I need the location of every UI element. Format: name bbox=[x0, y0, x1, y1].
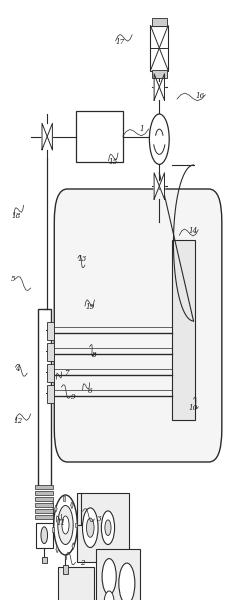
Polygon shape bbox=[154, 173, 159, 199]
Circle shape bbox=[119, 563, 135, 600]
Bar bbox=[72, 542, 75, 550]
Circle shape bbox=[149, 114, 169, 164]
Circle shape bbox=[101, 511, 114, 545]
Bar bbox=[76, 111, 123, 162]
Circle shape bbox=[41, 527, 48, 544]
Bar bbox=[35, 485, 53, 489]
Text: 11: 11 bbox=[57, 519, 66, 527]
Text: 13: 13 bbox=[78, 255, 87, 263]
Text: 8: 8 bbox=[92, 351, 97, 359]
Text: 1: 1 bbox=[139, 125, 144, 133]
Bar bbox=[63, 565, 68, 574]
Circle shape bbox=[54, 495, 77, 555]
Bar bbox=[47, 322, 54, 340]
Bar bbox=[152, 70, 167, 77]
Text: 5: 5 bbox=[11, 275, 15, 283]
Text: 2: 2 bbox=[80, 559, 85, 567]
Bar bbox=[47, 343, 54, 361]
Bar bbox=[36, 523, 53, 548]
Text: 14: 14 bbox=[189, 227, 198, 235]
Bar bbox=[35, 497, 53, 501]
Bar bbox=[75, 523, 77, 527]
Text: 16: 16 bbox=[196, 92, 205, 100]
Text: 3: 3 bbox=[97, 515, 101, 523]
Bar bbox=[47, 385, 54, 403]
Polygon shape bbox=[154, 74, 159, 100]
Circle shape bbox=[104, 591, 114, 600]
Text: 15: 15 bbox=[109, 158, 118, 166]
Bar bbox=[35, 503, 53, 507]
Text: 18: 18 bbox=[11, 212, 21, 220]
Polygon shape bbox=[42, 124, 47, 150]
Text: 7: 7 bbox=[64, 369, 68, 377]
Text: 6: 6 bbox=[87, 387, 92, 395]
Bar bbox=[52, 527, 54, 532]
Bar bbox=[55, 505, 57, 512]
Bar bbox=[151, 25, 168, 70]
Bar bbox=[35, 515, 53, 519]
Bar bbox=[42, 557, 47, 563]
Polygon shape bbox=[159, 74, 164, 100]
Bar bbox=[96, 549, 140, 600]
Bar bbox=[152, 18, 167, 25]
Text: 10: 10 bbox=[189, 404, 198, 412]
Text: 9: 9 bbox=[71, 393, 76, 401]
Bar bbox=[35, 491, 53, 495]
Bar bbox=[56, 546, 59, 553]
Polygon shape bbox=[159, 173, 164, 199]
Bar bbox=[172, 240, 195, 420]
Text: 17: 17 bbox=[116, 38, 125, 46]
Bar bbox=[35, 509, 53, 513]
Bar bbox=[77, 493, 129, 562]
Circle shape bbox=[86, 518, 94, 538]
Bar bbox=[38, 309, 51, 486]
Circle shape bbox=[62, 516, 69, 534]
Text: 19: 19 bbox=[85, 303, 94, 311]
Polygon shape bbox=[47, 124, 52, 150]
Circle shape bbox=[105, 520, 111, 535]
Bar bbox=[64, 554, 67, 559]
Bar bbox=[58, 567, 94, 600]
FancyBboxPatch shape bbox=[54, 189, 222, 462]
Circle shape bbox=[82, 508, 98, 547]
Text: 4: 4 bbox=[15, 365, 20, 373]
Bar bbox=[71, 502, 73, 509]
Bar bbox=[47, 364, 54, 382]
Circle shape bbox=[58, 505, 73, 545]
Text: 12: 12 bbox=[13, 417, 22, 425]
Bar bbox=[63, 496, 64, 501]
Circle shape bbox=[102, 559, 116, 595]
